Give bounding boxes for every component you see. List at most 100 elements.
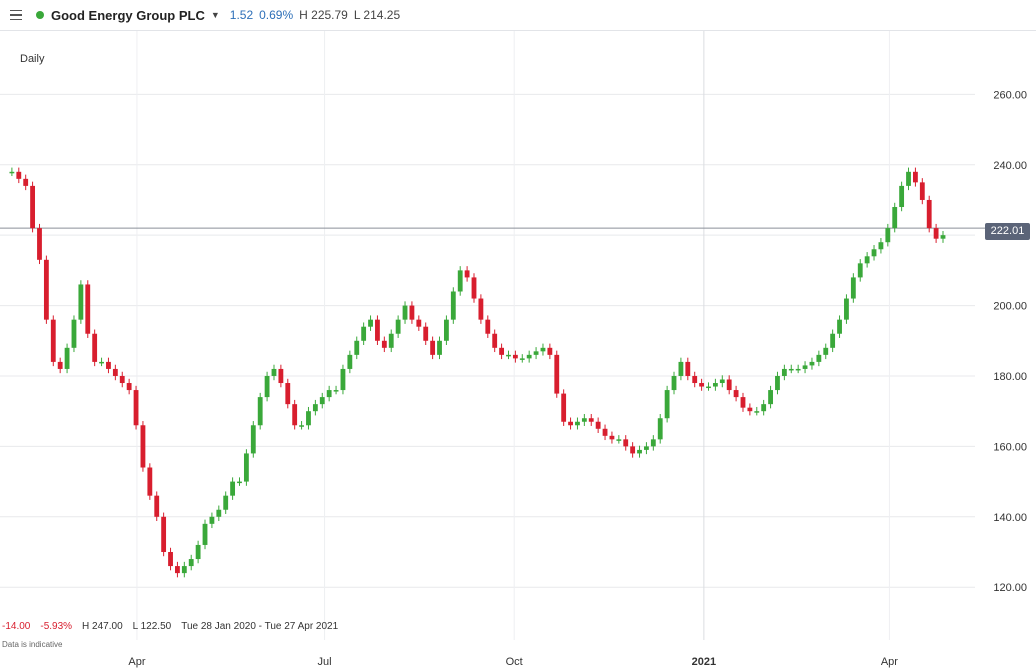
candle-down <box>699 383 705 387</box>
candle-up <box>257 397 263 426</box>
y-tick-label: 180.00 <box>993 371 1027 383</box>
candle-down <box>554 354 560 394</box>
candle-down <box>926 199 932 229</box>
candle-down <box>30 185 36 229</box>
candle-up <box>671 375 677 391</box>
range-high: H 247.00 <box>82 621 123 632</box>
candle-down <box>547 347 553 355</box>
candle-down <box>499 347 505 355</box>
candle-up <box>706 386 711 389</box>
candle-up <box>809 361 815 366</box>
candle-down <box>478 298 484 320</box>
candle-up <box>816 354 822 362</box>
range-change: -14.00 <box>2 621 31 632</box>
candle-down <box>57 361 63 369</box>
candle-up <box>892 207 898 229</box>
candle-up <box>299 425 304 427</box>
range-low: L 122.50 <box>132 621 172 632</box>
y-tick-label: 140.00 <box>993 512 1027 524</box>
instrument-header: Good Energy Group PLC ▼ 1.52 0.69% H 225… <box>0 0 1036 31</box>
candle-down <box>568 421 573 426</box>
candle-down <box>423 326 429 341</box>
candle-down <box>168 551 173 567</box>
candle-up <box>312 404 318 412</box>
candle-up <box>885 228 891 243</box>
candle-down <box>409 305 415 320</box>
candle-down <box>37 228 42 260</box>
candle-down <box>50 319 56 362</box>
y-tick-label: 200.00 <box>993 301 1027 313</box>
candle-down <box>747 407 753 412</box>
candle-down <box>85 284 91 334</box>
candle-up <box>575 421 580 426</box>
candle-up <box>326 390 332 398</box>
candle-down <box>595 421 601 429</box>
instrument-name[interactable]: Good Energy Group PLC <box>51 7 205 23</box>
candle-up <box>719 379 725 384</box>
candle-up <box>850 277 856 299</box>
candle-up <box>506 354 511 357</box>
candle-up <box>195 544 201 560</box>
candle-down <box>119 375 125 384</box>
price-change-pct: 0.69% <box>259 8 294 22</box>
candle-down <box>140 425 146 468</box>
candle-up <box>540 347 546 352</box>
candle-up <box>712 383 718 387</box>
current-price-tag: 222.01 <box>985 223 1030 240</box>
candle-down <box>106 361 111 369</box>
candle-up <box>437 340 442 355</box>
candle-up <box>347 354 353 369</box>
candle-up <box>333 390 339 392</box>
candle-down <box>126 383 132 391</box>
candle-up <box>264 375 270 398</box>
candle-up <box>188 559 194 567</box>
candle-down <box>161 516 167 552</box>
candle-up <box>795 368 801 371</box>
candle-up <box>830 333 836 348</box>
candle-up <box>844 298 849 320</box>
candle-up <box>319 397 325 405</box>
candle-down <box>375 319 380 341</box>
candle-up <box>906 171 911 186</box>
chart-interval-label[interactable]: Daily <box>20 53 45 65</box>
candle-up <box>388 333 394 348</box>
candle-down <box>692 375 698 384</box>
candle-down <box>912 171 918 183</box>
price-chart[interactable]: 120.00140.00160.00180.00200.00220.00240.… <box>0 31 1036 671</box>
price-change: 1.52 <box>229 8 254 22</box>
candle-up <box>395 319 401 334</box>
candle-down <box>23 178 29 186</box>
candle-down <box>740 397 746 408</box>
candle-up <box>368 319 373 327</box>
candle-up <box>526 354 532 359</box>
candle-down <box>43 259 49 320</box>
candle-up <box>768 390 773 405</box>
candle-up <box>354 340 360 355</box>
candle-up <box>657 418 663 440</box>
candle-down <box>278 368 284 384</box>
candle-up <box>519 358 525 360</box>
candle-up <box>788 368 794 371</box>
instrument-dropdown-icon[interactable]: ▼ <box>210 10 220 20</box>
candle-down <box>492 333 498 348</box>
candle-up <box>216 509 222 517</box>
candle-up <box>823 347 829 355</box>
y-tick-label: 160.00 <box>993 441 1027 453</box>
candle-up <box>340 368 346 391</box>
candle-down <box>175 566 180 574</box>
candle-up <box>64 347 70 369</box>
candle-down <box>92 333 98 362</box>
candle-up <box>616 439 622 441</box>
candle-down <box>464 270 470 278</box>
menu-icon[interactable] <box>10 9 22 21</box>
candle-up <box>443 319 449 341</box>
candle-up <box>457 270 463 292</box>
candle-up <box>871 249 877 257</box>
range-change-pct: -5.93% <box>40 621 73 632</box>
candle-down <box>609 435 615 440</box>
candle-down <box>561 393 567 422</box>
candle-up <box>202 523 208 545</box>
candle-down <box>112 368 118 376</box>
day-high: H 225.79 <box>299 8 348 22</box>
y-tick-label: 260.00 <box>993 89 1027 101</box>
